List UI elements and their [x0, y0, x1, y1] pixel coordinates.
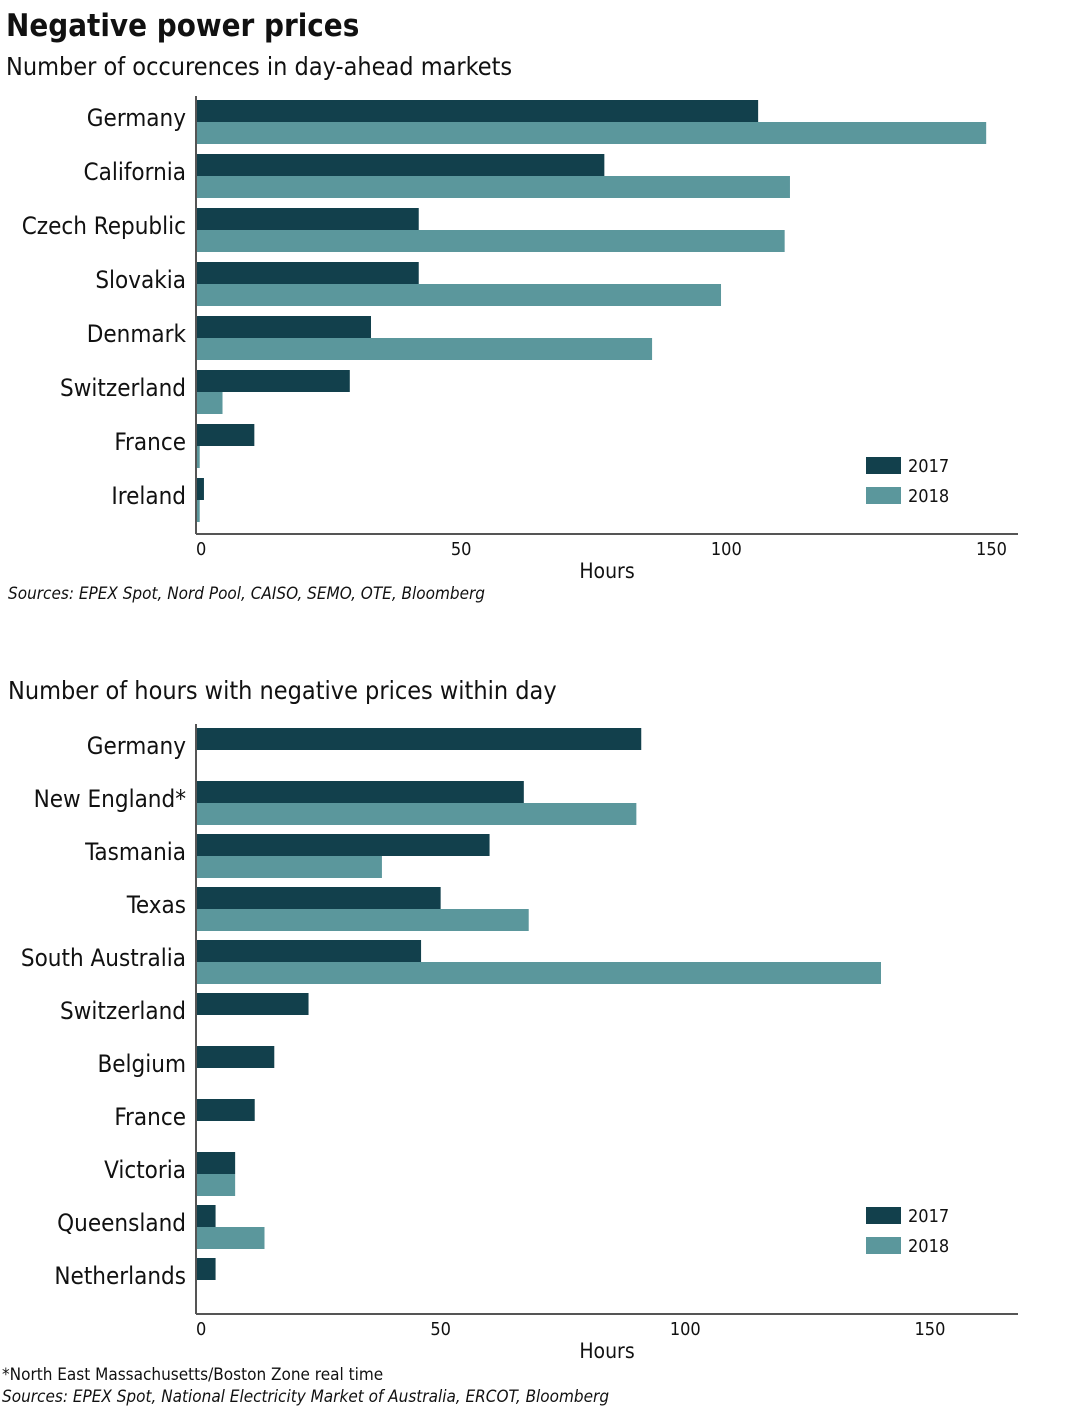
x-axis-title: Hours	[579, 559, 634, 583]
bar-2018	[197, 500, 200, 522]
legend-label-2017: 2017	[908, 1206, 949, 1227]
x-tick-label: 0	[196, 539, 206, 560]
legend-swatch-2017	[866, 457, 901, 474]
category-label: Queensland	[57, 1209, 186, 1237]
legend-label-2017: 2017	[908, 456, 949, 477]
bar-2017	[197, 316, 372, 338]
x-tick-label: 50	[430, 1319, 451, 1340]
chart2-source: Sources: EPEX Spot, National Electricity…	[2, 1387, 610, 1407]
bar-2018	[197, 1174, 236, 1196]
category-label: Denmark	[87, 320, 187, 348]
bar-2017	[197, 887, 441, 909]
bar-2018	[197, 122, 987, 144]
bar-2017	[197, 728, 642, 750]
category-label: Czech Republic	[22, 212, 186, 240]
category-label: Germany	[87, 732, 186, 760]
bar-2017	[197, 424, 255, 446]
bar-2017	[197, 154, 605, 176]
category-label: California	[84, 158, 186, 186]
bar-2017	[197, 1205, 216, 1227]
chart-title: Negative power prices	[6, 8, 360, 44]
x-tick-label: 100	[711, 539, 742, 560]
x-tick-label: 150	[914, 1319, 945, 1340]
bar-2018	[197, 803, 637, 825]
category-label: South Australia	[21, 944, 186, 972]
bar-2017	[197, 834, 490, 856]
bar-2017	[197, 781, 524, 803]
bar-2018	[197, 856, 382, 878]
category-label: Ireland	[111, 482, 186, 510]
x-tick-label: 150	[976, 539, 1007, 560]
bar-2017	[197, 1099, 255, 1121]
chart1-plot: Germany California Czech Republic Slovakia D…	[22, 96, 1018, 583]
bar-2017	[197, 478, 204, 500]
bar-2018	[197, 176, 790, 198]
bar-2017	[197, 1258, 216, 1280]
bar-2018	[197, 446, 200, 468]
bar-2018	[197, 338, 653, 360]
bar-2017	[197, 208, 419, 230]
chart2-footnote: *North East Massachusetts/Boston Zone re…	[2, 1365, 384, 1385]
category-label: Texas	[126, 891, 186, 919]
bar-2017	[197, 370, 350, 392]
bar-2018	[197, 284, 722, 306]
category-label: New England*	[34, 785, 187, 813]
bar-2017	[197, 262, 419, 284]
x-tick-label: 0	[196, 1319, 206, 1340]
category-label: France	[114, 1103, 186, 1131]
legend-label-2018: 2018	[908, 1236, 949, 1257]
chart2-subtitle: Number of hours with negative prices wit…	[8, 676, 557, 705]
bar-2017	[197, 100, 759, 122]
legend-swatch-2017	[866, 1207, 901, 1224]
category-label: Switzerland	[60, 374, 186, 402]
category-label: Victoria	[104, 1156, 186, 1184]
category-label: Germany	[87, 104, 186, 132]
x-tick-label: 100	[670, 1319, 701, 1340]
x-axis-title: Hours	[579, 1339, 634, 1363]
bar-2017	[197, 1152, 236, 1174]
bar-2018	[197, 392, 223, 414]
bar-2018	[197, 1227, 265, 1249]
legend-swatch-2018	[866, 1237, 901, 1254]
bar-2018	[197, 230, 785, 252]
bar-2017	[197, 1046, 275, 1068]
chart1-source: Sources: EPEX Spot, Nord Pool, CAISO, SE…	[8, 584, 486, 604]
category-label: Tasmania	[84, 838, 186, 866]
category-label: Slovakia	[95, 266, 186, 294]
category-label: Switzerland	[60, 997, 186, 1025]
bar-2017	[197, 993, 309, 1015]
bar-2018	[197, 909, 529, 931]
bar-2018	[197, 962, 881, 984]
category-label: Belgium	[97, 1050, 186, 1078]
chart1-subtitle: Number of occurences in day-ahead market…	[6, 52, 513, 81]
category-label: France	[114, 428, 186, 456]
legend-label-2018: 2018	[908, 486, 949, 507]
chart2-plot: Germany New England* Tasmania Texas South Au…	[21, 724, 1018, 1363]
category-label: Netherlands	[54, 1262, 186, 1290]
bar-2017	[197, 940, 422, 962]
x-tick-label: 50	[451, 539, 472, 560]
legend-swatch-2018	[866, 487, 901, 504]
